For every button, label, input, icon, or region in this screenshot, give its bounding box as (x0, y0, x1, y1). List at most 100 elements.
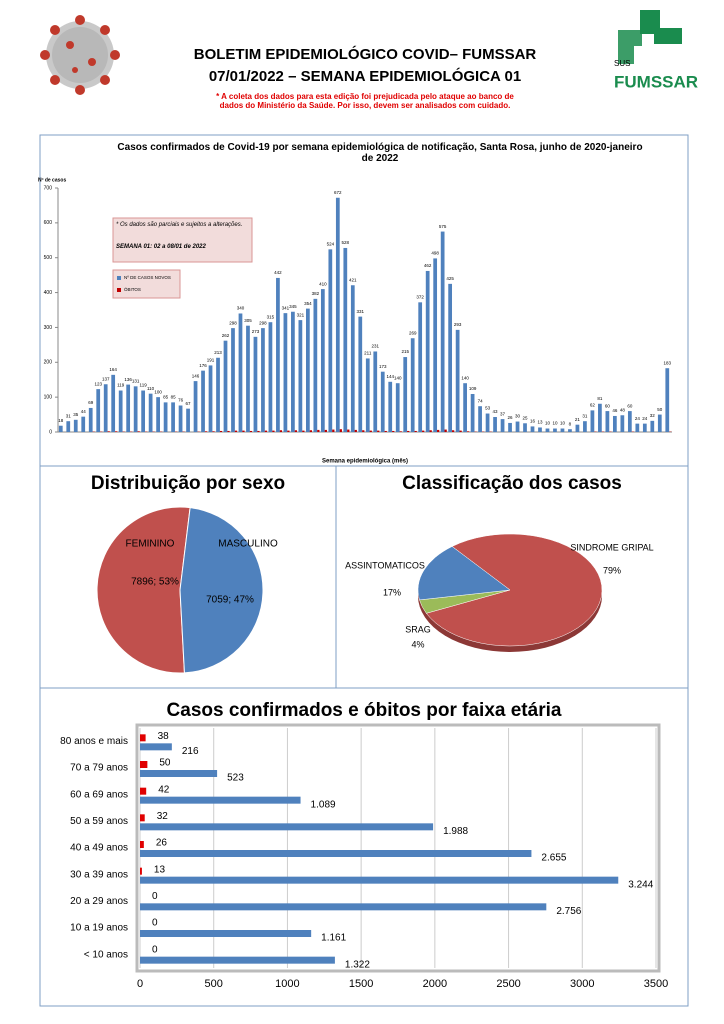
death-bar (437, 429, 440, 432)
case-bar (140, 796, 301, 804)
data-label: 137 (102, 376, 110, 381)
pie-slice (425, 533, 603, 647)
case-bar (268, 322, 273, 432)
case-bar (171, 402, 175, 432)
y-tick-label: 200 (44, 360, 53, 366)
data-label: 85 (171, 395, 177, 400)
death-bar (140, 814, 145, 822)
data-label: 211 (364, 351, 372, 356)
death-bar (466, 431, 470, 432)
data-label: 24 (642, 416, 648, 421)
death-bar (384, 430, 387, 432)
y-tick-label: 40 a 49 anos (70, 843, 128, 854)
data-label: 421 (349, 277, 357, 282)
x-tick-label: 2000 (423, 978, 447, 990)
case-bar (650, 420, 655, 432)
case-bar (343, 247, 348, 432)
data-label: 354 (304, 301, 312, 306)
case-bar (305, 308, 310, 432)
data-label: 136 (124, 377, 132, 382)
y-tick-label: 30 a 39 anos (70, 869, 128, 880)
death-bar (302, 430, 305, 432)
case-bar (598, 403, 602, 432)
data-label: 10 (545, 421, 551, 426)
y-tick-label: 70 a 79 anos (70, 763, 128, 774)
data-label: 341 (282, 305, 290, 310)
category-label: SINDROME GRIPAL (570, 542, 653, 552)
case-bar (448, 283, 453, 432)
case-bar (73, 419, 78, 432)
case-bar (425, 270, 430, 432)
death-bar (140, 787, 147, 795)
data-label: 382 (312, 291, 320, 296)
case-bar (605, 411, 610, 432)
y-tick-label: 10 a 19 anos (70, 923, 128, 934)
case-bar (283, 313, 288, 432)
case-bar (365, 358, 370, 432)
legend-label: Nº DE CASOS NOVOS (124, 275, 171, 280)
data-label: 215 (401, 349, 409, 354)
case-bar (455, 329, 460, 432)
category-label: SRAG (405, 624, 431, 634)
data-label: 140 (461, 375, 469, 380)
death-bar (354, 429, 357, 432)
data-label: 173 (379, 364, 387, 369)
data-label: 1.322 (345, 959, 370, 970)
annotation-box (112, 217, 253, 263)
annotation: * Os dados são parciais e sujeitos a alt… (116, 222, 243, 228)
y-tick-label: 60 a 69 anos (70, 789, 128, 800)
death-bar (212, 431, 215, 432)
death-bar (107, 431, 110, 432)
data-label: 48 (620, 407, 626, 412)
data-label: 24 (635, 416, 641, 421)
data-label: 30 (515, 414, 521, 419)
case-bar (388, 381, 393, 432)
data-label: 523 (227, 773, 244, 784)
y-tick-label: 600 (44, 220, 53, 226)
data-label: 53 (485, 406, 491, 411)
death-bar (140, 761, 148, 768)
case-bar (140, 956, 335, 964)
data-label: 1.089 (311, 799, 336, 810)
logo-name: FUMSSAR (614, 72, 698, 91)
data-label: 340 (237, 306, 245, 311)
x-tick-label: 1500 (349, 978, 373, 990)
data-label: 442 (274, 270, 282, 275)
data-label: 528 (342, 240, 350, 245)
case-bar (58, 425, 63, 432)
data-label: 498 (431, 251, 439, 256)
data-label: 123 (94, 381, 102, 386)
data-label: 315 (267, 314, 275, 319)
case-bar (553, 428, 557, 432)
data-label: 1.988 (443, 826, 468, 837)
y-tick-label: 300 (44, 325, 53, 331)
case-bar (478, 406, 482, 432)
death-bar (369, 430, 372, 432)
data-label: 2.756 (556, 906, 581, 917)
case-bar (373, 351, 378, 432)
data-label: 0 (152, 944, 158, 955)
case-bar (261, 328, 265, 432)
pie-slice (417, 546, 511, 601)
data-label: 321 (297, 312, 305, 317)
death-bar (227, 430, 230, 432)
data-label: 2.655 (541, 853, 566, 864)
category-label: FEMININO (126, 539, 175, 550)
data-label: 110 (147, 386, 155, 391)
case-bar (238, 313, 243, 432)
data-label: 298 (229, 320, 237, 325)
case-bar (140, 823, 434, 831)
data-label: 410 (319, 281, 327, 286)
data-label: 372 (416, 295, 424, 300)
data-label: 298 (259, 320, 267, 325)
death-bar (137, 431, 140, 432)
case-bar (380, 371, 385, 432)
death-bar (392, 430, 395, 432)
value-label: 17% (383, 587, 401, 597)
case-bar (545, 428, 550, 432)
death-bar (324, 429, 327, 432)
case-bar (485, 413, 490, 432)
data-label: 18 (58, 418, 64, 423)
case-bar (253, 336, 258, 432)
case-bar (515, 421, 520, 432)
